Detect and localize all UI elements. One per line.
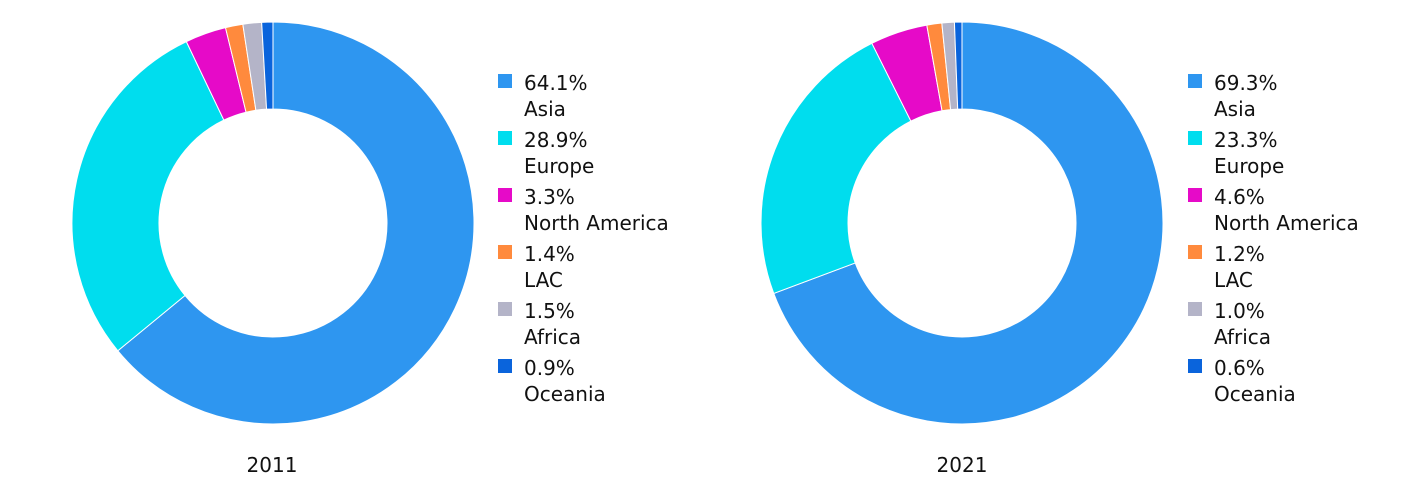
legend-label: LAC xyxy=(1214,268,1253,292)
legend-swatch-north-america xyxy=(498,188,512,202)
slice-europe-2021 xyxy=(760,42,912,295)
legend-value: 69.3% xyxy=(1214,71,1278,95)
legend-item-asia: 64.1% Asia xyxy=(498,70,669,127)
legend-swatch-europe xyxy=(498,131,512,145)
legend-label: Africa xyxy=(524,325,582,349)
legend-item-africa: 1.0% Africa xyxy=(1188,298,1359,355)
chart-caption-2021: 2021 xyxy=(936,453,988,477)
legend-item-europe: 28.9% Europe xyxy=(498,127,669,184)
donut-svg-2011 xyxy=(71,21,475,425)
legend-value: 23.3% xyxy=(1214,128,1278,152)
legend-label: Oceania xyxy=(1214,382,1296,406)
legend-label: North America xyxy=(1214,211,1359,235)
legend-swatch-north-america xyxy=(1188,188,1202,202)
legend-label: Oceania xyxy=(524,382,606,406)
legend-2011: 64.1% Asia 28.9% Europe 3.3% North America 1.4… xyxy=(498,70,669,412)
legend-item-north-america: 4.6% North America xyxy=(1188,184,1359,241)
legend-item-asia: 69.3% Asia xyxy=(1188,70,1359,127)
legend-value: 1.2% xyxy=(1214,242,1265,266)
legend-label: Africa xyxy=(1214,325,1272,349)
legend-swatch-asia xyxy=(1188,74,1202,88)
legend-label: Europe xyxy=(524,154,595,178)
legend-item-north-america: 3.3% North America xyxy=(498,184,669,241)
legend-swatch-africa xyxy=(498,302,512,316)
donut-chart-2011: 64.1% Asia 28.9% Europe 3.3% North America 1.4… xyxy=(0,0,700,504)
legend-value: 0.6% xyxy=(1214,356,1265,380)
legend-value: 1.5% xyxy=(524,299,575,323)
legend-item-oceania: 0.9% Oceania xyxy=(498,355,669,412)
legend-value: 28.9% xyxy=(524,128,588,152)
legend-label: LAC xyxy=(524,268,563,292)
legend-swatch-oceania xyxy=(498,359,512,373)
legend-value: 1.0% xyxy=(1214,299,1265,323)
legend-item-africa: 1.5% Africa xyxy=(498,298,669,355)
donut-chart-2021: 69.3% Asia 23.3% Europe 4.6% North America 1.2… xyxy=(700,0,1400,504)
legend-swatch-africa xyxy=(1188,302,1202,316)
legend-label: Asia xyxy=(524,97,566,121)
legend-item-lac: 1.4% LAC xyxy=(498,241,669,298)
legend-swatch-asia xyxy=(498,74,512,88)
legend-value: 3.3% xyxy=(524,185,575,209)
legend-value: 4.6% xyxy=(1214,185,1265,209)
legend-swatch-oceania xyxy=(1188,359,1202,373)
legend-swatch-europe xyxy=(1188,131,1202,145)
legend-item-lac: 1.2% LAC xyxy=(1188,241,1359,298)
legend-value: 64.1% xyxy=(524,71,588,95)
slice-asia-2011 xyxy=(117,21,475,425)
legend-value: 1.4% xyxy=(524,242,575,266)
legend-label: Europe xyxy=(1214,154,1285,178)
legend-item-europe: 23.3% Europe xyxy=(1188,127,1359,184)
chart-caption-2011: 2011 xyxy=(246,453,298,477)
legend-2021: 69.3% Asia 23.3% Europe 4.6% North America 1.2… xyxy=(1188,70,1359,412)
legend-label: Asia xyxy=(1214,97,1256,121)
legend-swatch-lac xyxy=(1188,245,1202,259)
slice-asia-2021 xyxy=(773,21,1164,425)
slice-oceania-2011 xyxy=(261,21,274,110)
legend-label: North America xyxy=(524,211,669,235)
legend-swatch-lac xyxy=(498,245,512,259)
donut-svg-2021 xyxy=(760,21,1164,425)
slice-oceania-2021 xyxy=(953,21,963,110)
slice-europe-2011 xyxy=(71,40,225,352)
legend-item-oceania: 0.6% Oceania xyxy=(1188,355,1359,412)
legend-value: 0.9% xyxy=(524,356,575,380)
